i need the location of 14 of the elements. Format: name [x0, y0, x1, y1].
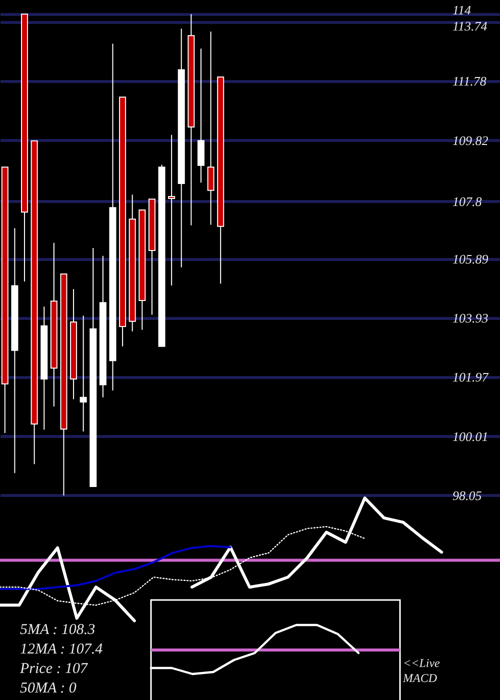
y-tick-label: 111.78	[452, 74, 487, 89]
y-tick-label: 107.8	[452, 194, 482, 209]
y-tick-label: 101.97	[452, 370, 489, 385]
y-tick-label: 103.93	[452, 310, 489, 326]
candlestick	[168, 134, 176, 286]
text: <<Live MACD	[402, 656, 441, 685]
y-tick-label: 114	[452, 2, 472, 18]
y-tick-label: 113.74	[452, 18, 488, 34]
y-tick-label: 98.05	[452, 488, 482, 503]
y-tick-label: 100.01	[452, 428, 488, 444]
candlestick	[80, 315, 87, 432]
y-tick-label: 109.82	[452, 132, 489, 148]
candlestick	[207, 31, 214, 226]
y-tick-label: 105.89	[452, 251, 489, 266]
